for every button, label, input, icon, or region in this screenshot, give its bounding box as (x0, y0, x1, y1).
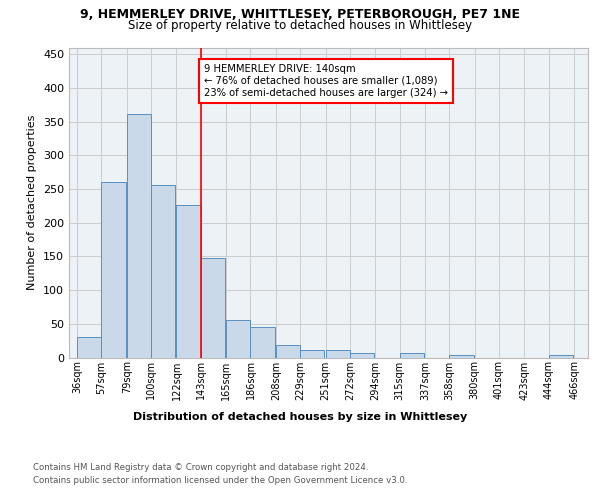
Text: Contains HM Land Registry data © Crown copyright and database right 2024.: Contains HM Land Registry data © Crown c… (33, 462, 368, 471)
Bar (101, 182, 125, 358)
Bar (250, 327, 275, 358)
Bar (127, 114, 151, 358)
Bar (151, 185, 175, 358)
Text: Distribution of detached houses by size in Whittlesey: Distribution of detached houses by size … (133, 412, 467, 422)
Text: 9 HEMMERLEY DRIVE: 140sqm
← 76% of detached houses are smaller (1,089)
23% of se: 9 HEMMERLEY DRIVE: 140sqm ← 76% of detac… (204, 64, 448, 98)
Bar (350, 353, 374, 358)
Bar (226, 320, 250, 358)
Y-axis label: Number of detached properties: Number of detached properties (28, 115, 37, 290)
Text: Size of property relative to detached houses in Whittlesey: Size of property relative to detached ho… (128, 19, 472, 32)
Text: 9, HEMMERLEY DRIVE, WHITTLESEY, PETERBOROUGH, PE7 1NE: 9, HEMMERLEY DRIVE, WHITTLESEY, PETERBOR… (80, 8, 520, 20)
Bar (276, 346, 300, 358)
Bar (77, 336, 101, 357)
Text: Contains public sector information licensed under the Open Government Licence v3: Contains public sector information licen… (33, 476, 407, 485)
Bar (300, 350, 325, 358)
Bar (548, 355, 573, 358)
Bar (326, 350, 350, 358)
Bar (201, 258, 225, 358)
Bar (400, 354, 424, 358)
Bar (176, 205, 201, 358)
Bar (449, 355, 473, 358)
